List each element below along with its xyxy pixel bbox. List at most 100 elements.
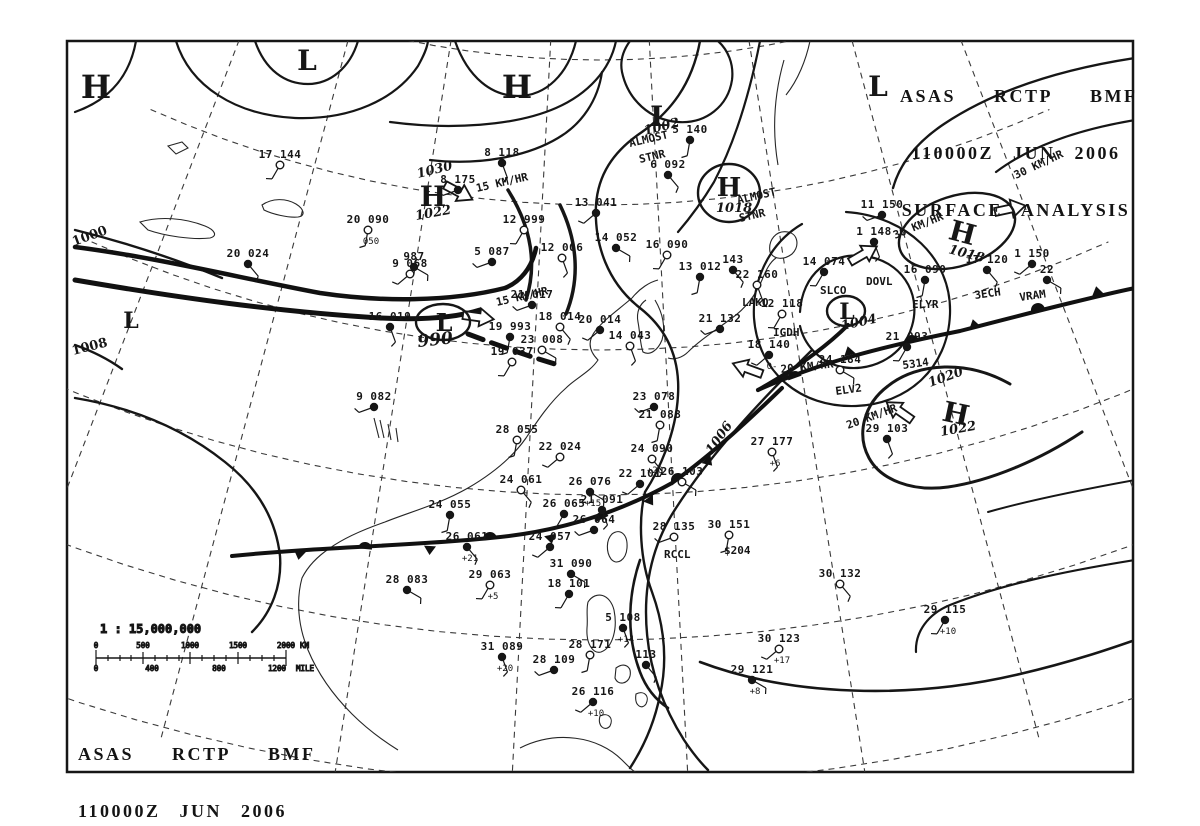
coast-china bbox=[298, 297, 633, 751]
station-circle-filled bbox=[649, 402, 659, 412]
station-plot: 22 024 bbox=[539, 440, 581, 468]
station-circle-filled bbox=[243, 259, 253, 269]
wind-barb-feather bbox=[577, 220, 584, 224]
wind-barb-feather bbox=[581, 670, 588, 674]
station-plot: 19 037 bbox=[491, 345, 533, 377]
wind-barb-feather bbox=[581, 337, 588, 341]
station-sub-label: +5 bbox=[488, 592, 499, 602]
wind-barb-feather bbox=[760, 656, 767, 660]
wind-barb-feather bbox=[700, 329, 706, 335]
coast-luzon bbox=[586, 594, 616, 653]
station-circle-filled bbox=[715, 324, 725, 334]
front-line bbox=[72, 244, 539, 302]
annotation-label: RCCL bbox=[664, 548, 691, 561]
scale-mile-tick: 400 bbox=[145, 664, 159, 673]
wind-barb-feather bbox=[474, 559, 478, 566]
station-circle-filled bbox=[764, 350, 774, 360]
pressure-center-letter: L bbox=[123, 308, 138, 334]
station-label: 16 019 bbox=[369, 310, 412, 323]
scale-bar: 1 : 15,000,0000 500 1000 1500 2000 KM0 400 800 1… bbox=[93, 622, 315, 674]
coast-kamchatka bbox=[785, 41, 811, 96]
station-label: 21 017 bbox=[511, 288, 554, 301]
station-plot: 24 055 bbox=[429, 498, 472, 534]
wind-barb-feather bbox=[541, 464, 548, 468]
trough-line bbox=[506, 188, 534, 302]
station-circle-filled bbox=[591, 208, 601, 218]
station-plot: 14 052 bbox=[595, 231, 637, 263]
station-label: 24 055 bbox=[429, 498, 472, 511]
station-plot: 8 175 bbox=[438, 173, 475, 197]
pressure-center-letter: H bbox=[717, 173, 742, 203]
isobar-1008 bbox=[73, 343, 124, 371]
station-label: 27 177 bbox=[751, 435, 794, 448]
wind-barb-feather bbox=[675, 187, 679, 194]
station-label: 23 008 bbox=[521, 333, 564, 346]
isobar bbox=[253, 41, 360, 86]
station-circle-open bbox=[507, 357, 517, 367]
station-circle-filled bbox=[1042, 275, 1052, 285]
station-label: 22 bbox=[1040, 263, 1054, 276]
station-plot: 21 093 bbox=[886, 330, 928, 362]
station-plot: 11 150 bbox=[861, 198, 903, 222]
pressure-center-ring bbox=[414, 302, 472, 342]
station-circle-open bbox=[275, 160, 285, 170]
station-plot: 16 090 bbox=[904, 263, 947, 299]
station-plot: 31 089 +20 bbox=[481, 640, 523, 677]
station-plot: 26 065 bbox=[543, 497, 585, 529]
wind-barb-feather bbox=[602, 524, 608, 530]
station-circle-filled bbox=[819, 267, 829, 277]
pressure-center-l: L bbox=[868, 70, 888, 103]
graticule-parallel bbox=[67, 544, 1133, 641]
isobar-value-label: 990 bbox=[416, 328, 454, 352]
scale-mile-unit: MILE bbox=[296, 664, 315, 673]
station-circle-open bbox=[512, 435, 522, 445]
station-plots-layer: 17 144 8 118 8 175 5 140 6 092 13 041 14 052 12… bbox=[227, 123, 1062, 719]
station-circle-open bbox=[767, 447, 777, 457]
station-circle-filled bbox=[505, 332, 515, 342]
annotation-label: ELV2 bbox=[835, 381, 863, 398]
scale-km-tick: 500 bbox=[136, 641, 150, 650]
station-circle-open bbox=[647, 454, 657, 464]
station-label: 29 103 bbox=[866, 422, 909, 435]
map-border bbox=[65, 39, 1135, 774]
graticule-meridian bbox=[334, 41, 452, 772]
station-label: 16 090 bbox=[904, 263, 947, 276]
station-plot: 22 bbox=[1040, 263, 1062, 295]
wind-barb-feather bbox=[441, 530, 448, 534]
station-label: 113 bbox=[635, 648, 656, 661]
warm-front bbox=[756, 286, 1133, 392]
wind-barb-feather bbox=[916, 295, 923, 299]
station-label: 18 101 bbox=[548, 577, 591, 590]
movement-arrow bbox=[731, 358, 765, 379]
annotation-label: ELYR bbox=[912, 298, 939, 311]
wind-barb-feather bbox=[531, 554, 538, 558]
station-label: 14 074 bbox=[803, 255, 846, 268]
pressure-center-h: H bbox=[81, 68, 111, 106]
pressure-center-letter: H bbox=[502, 68, 532, 106]
wind-barb-feather bbox=[502, 177, 508, 183]
station-circle-filled bbox=[747, 675, 757, 685]
station-circle-open bbox=[669, 532, 679, 542]
station-plot: 987 bbox=[403, 250, 429, 282]
graticule-meridian bbox=[648, 41, 689, 772]
station-label: 30 123 bbox=[758, 632, 801, 645]
graticule-parallel bbox=[67, 388, 1133, 496]
station-label: 26 116 bbox=[572, 685, 615, 698]
station-label: 5 108 bbox=[605, 611, 641, 624]
station-circle-filled bbox=[566, 569, 576, 579]
graticule-meridian bbox=[511, 41, 552, 772]
station-sub-label: +20 bbox=[497, 664, 513, 674]
isobar bbox=[388, 41, 618, 127]
station-circle-open bbox=[363, 225, 373, 235]
station-circle-filled bbox=[597, 505, 607, 515]
station-plot: 5 087 bbox=[472, 245, 509, 269]
wind-barb-feather bbox=[772, 466, 778, 472]
station-circle-filled bbox=[882, 434, 892, 444]
station-sub-label: 050 bbox=[363, 237, 379, 247]
coast-philippine-islands bbox=[598, 664, 648, 729]
station-circle-filled bbox=[549, 665, 559, 675]
station-label: 6 092 bbox=[650, 158, 686, 171]
pressure-center-h: H bbox=[696, 162, 762, 224]
trough-dashed bbox=[465, 331, 565, 369]
station-plot: 5 108 +14 bbox=[605, 611, 641, 648]
